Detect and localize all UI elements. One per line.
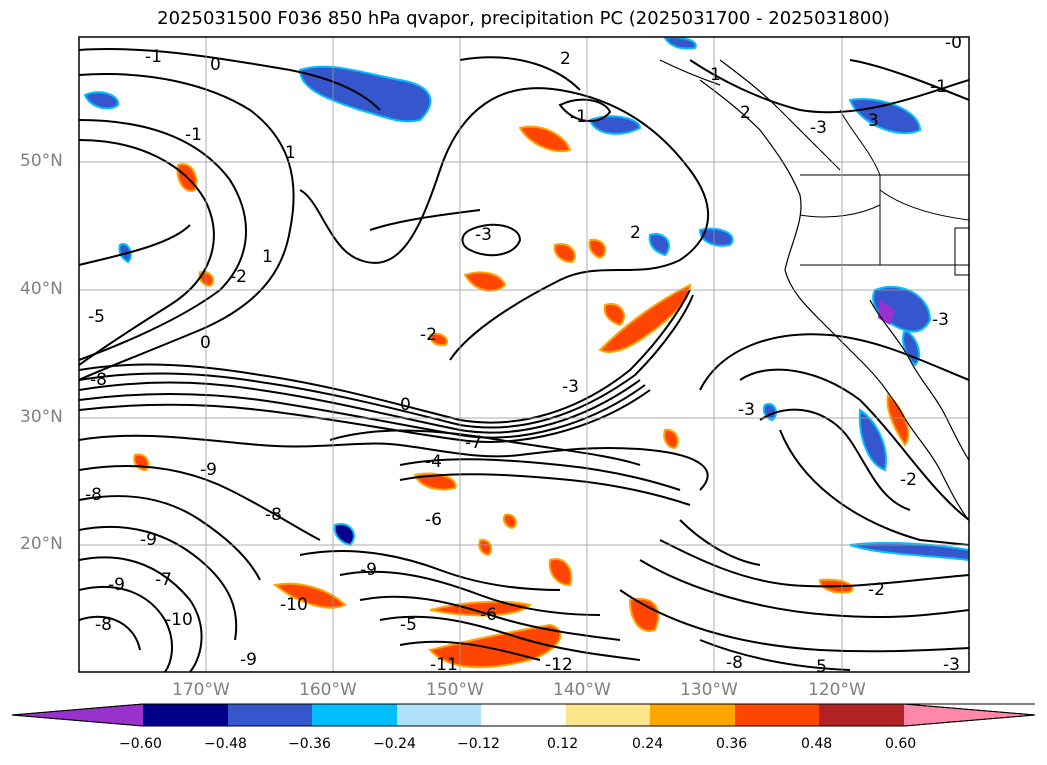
lon-label: 160°W [299, 680, 357, 700]
contour-label: -2 [900, 470, 917, 490]
contour-label: -7 [465, 433, 482, 453]
contour-label: 1 [262, 247, 273, 267]
contour-label: -1 [145, 47, 162, 67]
lon-label: 150°W [426, 680, 484, 700]
contour-label: 2 [560, 49, 571, 69]
colorbar-segment [312, 704, 397, 726]
contour-label-group: -1 0 2 1 -3 2 3 -1 2 -1 1 -2 1 -0 -3 -2 … [85, 33, 962, 677]
contour-label: -5 [400, 615, 417, 635]
graticule [79, 37, 969, 672]
contour-label: -6 [480, 605, 497, 625]
contour-label: -8 [726, 653, 743, 673]
lat-label: 40°N [20, 279, 63, 299]
colorbar-tick-label: 0.12 [547, 736, 579, 752]
qvapor-contours [79, 48, 969, 672]
contour-label: 0 [210, 55, 221, 75]
colorbar-tick-label: −0.60 [119, 736, 162, 752]
contour-label: -2 [420, 325, 437, 345]
contour-label: -3 [562, 377, 579, 397]
contour-label: -0 [945, 33, 962, 53]
colorbar-segment [143, 704, 228, 726]
lat-label: 30°N [20, 407, 63, 427]
political-borders [799, 109, 969, 276]
contour-label: -6 [425, 510, 442, 530]
colorbar-segment [566, 704, 650, 726]
contour-label: -9 [140, 530, 157, 550]
lat-label: 20°N [20, 534, 63, 554]
contour-label: 3 [868, 111, 879, 131]
contour-label: -8 [95, 615, 112, 635]
contour-label: -11 [430, 655, 458, 675]
contour-label: -3 [943, 655, 960, 675]
colorbar [11, 703, 1036, 727]
contour-label: -2 [230, 267, 247, 287]
colorbar-tick-label: −0.36 [288, 736, 331, 752]
contour-label: 1 [285, 143, 296, 163]
contour-label: -12 [545, 655, 573, 675]
colorbar-segment [397, 704, 481, 726]
contour-label: -9 [200, 460, 217, 480]
colorbar-tick-label: 0.24 [632, 736, 664, 752]
contour-label: -10 [280, 595, 308, 615]
colorbar-tick-label: −0.12 [457, 736, 500, 752]
colorbar-segment [228, 704, 312, 726]
contour-label: -3 [475, 225, 492, 245]
contour-label: -5 [810, 657, 827, 677]
contour-label: -1 [930, 77, 947, 97]
lat-label: 50°N [20, 151, 63, 171]
colorbar-tick-label: −0.48 [204, 736, 247, 752]
colorbar-tick-label: −0.24 [373, 736, 416, 752]
contour-label: 2 [740, 103, 751, 123]
colorbar-segment [819, 704, 904, 726]
contour-label: -9 [108, 575, 125, 595]
colorbar-tick-label: 0.60 [885, 736, 917, 752]
colorbar-segment [650, 704, 735, 726]
contour-label: -8 [85, 485, 102, 505]
lon-label: 140°W [553, 680, 611, 700]
contour-label: 2 [630, 223, 641, 243]
contour-label: 1 [710, 65, 721, 85]
map-title: 2025031500 F036 850 hPa qvapor, precipit… [157, 8, 890, 29]
coastline [659, 59, 969, 521]
contour-label: -3 [738, 400, 755, 420]
contour-label: -9 [240, 650, 257, 670]
contour-label: -2 [868, 580, 885, 600]
colorbar-upper-extend [904, 704, 1035, 726]
map-frame [79, 37, 969, 672]
lon-label: 120°W [808, 680, 866, 700]
lon-label: 170°W [172, 680, 230, 700]
contour-label: -3 [932, 310, 949, 330]
contour-label: 0 [200, 333, 211, 353]
colorbar-tick-label: 0.36 [716, 736, 748, 752]
contour-label: -8 [265, 505, 282, 525]
colorbar-segment [735, 704, 819, 726]
contour-label: -8 [90, 370, 107, 390]
contour-label: -5 [88, 307, 105, 327]
contour-label: -7 [155, 570, 172, 590]
contour-label: -9 [360, 560, 377, 580]
contour-label: -4 [425, 452, 442, 472]
contour-label: 0 [400, 395, 411, 415]
contour-label: -1 [185, 125, 202, 145]
lon-label: 130°W [680, 680, 738, 700]
colorbar-segment [481, 704, 566, 726]
contour-label: -3 [810, 118, 827, 138]
contour-label: -10 [165, 610, 193, 630]
colorbar-lower-extend [12, 704, 143, 726]
colorbar-tick-label: 0.48 [801, 736, 833, 752]
contour-label: -1 [570, 107, 587, 127]
